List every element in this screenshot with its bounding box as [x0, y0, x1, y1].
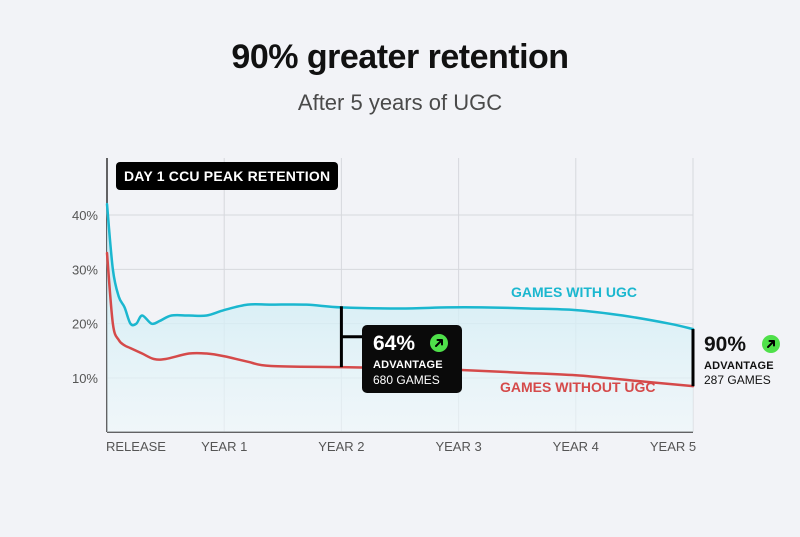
series-label-without-ugc: GAMES WITHOUT UGC: [500, 379, 656, 395]
mid-advantage-label: ADVANTAGE: [373, 359, 443, 371]
y-tick-label: 10%: [72, 371, 98, 386]
series-line-with-ugc: [105, 202, 695, 331]
chart-badge: DAY 1 CCU PEAK RETENTION: [116, 162, 339, 190]
x-tick-label: YEAR 3: [435, 439, 481, 454]
axis-ticks: RELEASE YEAR 1 YEAR 2 YEAR 3 YEAR 4 YEAR 5 10%…: [72, 208, 696, 454]
page-title: 90% greater retention: [231, 38, 569, 76]
arrow-up-right-icon: [762, 335, 780, 358]
y-tick-label: 30%: [72, 262, 98, 277]
page-subtitle: After 5 years of UGC: [297, 90, 503, 115]
arrow-up-right-icon: [430, 334, 448, 357]
area-fill: [107, 204, 693, 432]
series-line-without-ugc: [105, 251, 695, 388]
y-tick-label: 20%: [72, 317, 98, 332]
end-advantage-percent: 90%: [704, 333, 747, 356]
y-tick-label: 40%: [72, 208, 98, 223]
x-tick-label: YEAR 4: [553, 439, 599, 454]
mid-advantage-games: 680 GAMES: [373, 373, 440, 387]
area-with-ugc: [107, 204, 693, 432]
end-advantage-games: 287 GAMES: [704, 373, 771, 387]
mid-advantage-percent: 64%: [373, 332, 416, 355]
series-label-with-ugc: GAMES WITH UGC: [511, 284, 637, 300]
x-tick-label: YEAR 2: [318, 439, 364, 454]
x-tick-label: RELEASE: [106, 439, 166, 454]
mid-advantage-callout: 64% ADVANTAGE 680 GAMES: [362, 325, 462, 393]
advantage-markers: [339, 306, 695, 387]
end-advantage-label: ADVANTAGE: [704, 360, 774, 372]
x-tick-label: YEAR 1: [201, 439, 247, 454]
series-lines: [105, 202, 695, 388]
x-tick-label: YEAR 5: [650, 439, 696, 454]
end-advantage-callout: 90% ADVANTAGE 287 GAMES: [704, 333, 796, 393]
